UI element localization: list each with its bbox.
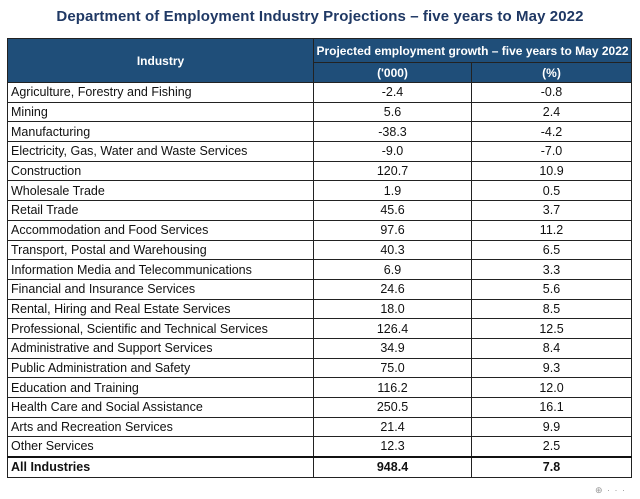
industry-cell: Construction: [7, 160, 314, 182]
industry-cell: Transport, Postal and Warehousing: [7, 239, 314, 261]
growth-thousands-cell: 6.9: [313, 259, 472, 280]
growth-thousands-cell: 75.0: [313, 357, 472, 379]
table-row: Wholesale Trade 1.9 0.5: [7, 180, 632, 202]
growth-thousands-cell: 97.6: [313, 219, 472, 241]
table-row: Accommodation and Food Services 97.6 11.2: [7, 219, 632, 241]
total-row: All Industries 948.4 7.8: [7, 455, 632, 479]
growth-percent-cell: 8.5: [471, 298, 632, 320]
table-body: Agriculture, Forestry and Fishing -2.4 -0.…: [7, 82, 632, 479]
growth-percent-cell: 2.4: [471, 101, 632, 123]
growth-percent-cell: 6.5: [471, 239, 632, 261]
growth-thousands-cell: 34.9: [313, 337, 472, 359]
growth-thousands-cell: 18.0: [313, 298, 472, 320]
industry-cell: Wholesale Trade: [7, 180, 314, 202]
projections-table: Industry Projected employment growth – f…: [7, 38, 632, 479]
growth-percent-cell: 10.9: [471, 160, 632, 182]
growth-thousands-cell: 45.6: [313, 200, 472, 221]
header-unit-percent: (%): [471, 62, 632, 83]
growth-percent-cell: 5.6: [471, 278, 632, 300]
table-row: Other Services 12.3 2.5: [7, 436, 632, 458]
growth-thousands-cell: 5.6: [313, 101, 472, 123]
industry-cell: Public Administration and Safety: [7, 357, 314, 379]
growth-percent-cell: 7.8: [471, 455, 632, 479]
table-row: Agriculture, Forestry and Fishing -2.4 -0.…: [7, 82, 632, 103]
header-industry: Industry: [7, 38, 314, 83]
industry-cell: Information Media and Telecommunications: [7, 259, 314, 280]
header-unit-thousands: ('000): [313, 62, 472, 83]
growth-thousands-cell: -2.4: [313, 82, 472, 103]
growth-percent-cell: -7.0: [471, 141, 632, 162]
growth-thousands-cell: 120.7: [313, 160, 472, 182]
growth-thousands-cell: 21.4: [313, 416, 472, 438]
industry-cell: Rental, Hiring and Real Estate Services: [7, 298, 314, 320]
watermark: ⊕ · · ·: [594, 485, 626, 495]
table-row: Administrative and Support Services 34.9 8…: [7, 337, 632, 359]
growth-thousands-cell: 948.4: [313, 455, 472, 479]
growth-percent-cell: 12.5: [471, 318, 632, 339]
industry-cell: Financial and Insurance Services: [7, 278, 314, 300]
industry-cell: Professional, Scientific and Technical S…: [7, 318, 314, 339]
table-row: Rental, Hiring and Real Estate Services 1…: [7, 298, 632, 320]
growth-percent-cell: 9.9: [471, 416, 632, 438]
growth-percent-cell: 12.0: [471, 377, 632, 398]
table-row: Health Care and Social Assistance 250.5 16…: [7, 397, 632, 418]
page-title: Department of Employment Industry Projec…: [56, 8, 584, 25]
table-row: Mining 5.6 2.4: [7, 101, 632, 123]
growth-percent-cell: 8.4: [471, 337, 632, 359]
industry-cell: All Industries: [7, 455, 314, 479]
table-row: Manufacturing -38.3 -4.2: [7, 121, 632, 143]
growth-thousands-cell: 126.4: [313, 318, 472, 339]
industry-cell: Health Care and Social Assistance: [7, 397, 314, 418]
industry-cell: Agriculture, Forestry and Fishing: [7, 82, 314, 103]
growth-thousands-cell: 12.3: [313, 436, 472, 458]
growth-percent-cell: 11.2: [471, 219, 632, 241]
growth-percent-cell: -4.2: [471, 121, 632, 143]
industry-cell: Manufacturing: [7, 121, 314, 143]
table-row: Public Administration and Safety 75.0 9.3: [7, 357, 632, 379]
industry-cell: Administrative and Support Services: [7, 337, 314, 359]
table-row: Arts and Recreation Services 21.4 9.9: [7, 416, 632, 438]
industry-cell: Arts and Recreation Services: [7, 416, 314, 438]
growth-thousands-cell: 24.6: [313, 278, 472, 300]
growth-percent-cell: 16.1: [471, 397, 632, 418]
industry-cell: Retail Trade: [7, 200, 314, 221]
growth-thousands-cell: -9.0: [313, 141, 472, 162]
industry-cell: Accommodation and Food Services: [7, 219, 314, 241]
industry-cell: Electricity, Gas, Water and Waste Servic…: [7, 141, 314, 162]
table-row: Construction 120.7 10.9: [7, 160, 632, 182]
industry-cell: Other Services: [7, 436, 314, 458]
industry-cell: Mining: [7, 101, 314, 123]
table-row: Education and Training 116.2 12.0: [7, 377, 632, 398]
industry-cell: Education and Training: [7, 377, 314, 398]
growth-thousands-cell: 250.5: [313, 397, 472, 418]
growth-percent-cell: -0.8: [471, 82, 632, 103]
growth-thousands-cell: 40.3: [313, 239, 472, 261]
growth-thousands-cell: 1.9: [313, 180, 472, 202]
table-row: Financial and Insurance Services 24.6 5.6: [7, 278, 632, 300]
growth-thousands-cell: -38.3: [313, 121, 472, 143]
table-row: Professional, Scientific and Technical S…: [7, 318, 632, 339]
table-row: Transport, Postal and Warehousing 40.3 6.5: [7, 239, 632, 261]
table-row: Electricity, Gas, Water and Waste Servic…: [7, 141, 632, 162]
growth-percent-cell: 9.3: [471, 357, 632, 379]
header-growth: Projected employment growth – five years…: [313, 38, 632, 63]
table-row: Information Media and Telecommunications…: [7, 259, 632, 280]
growth-percent-cell: 2.5: [471, 436, 632, 458]
table-row: Retail Trade 45.6 3.7: [7, 200, 632, 221]
growth-percent-cell: 0.5: [471, 180, 632, 202]
growth-percent-cell: 3.3: [471, 259, 632, 280]
growth-percent-cell: 3.7: [471, 200, 632, 221]
growth-thousands-cell: 116.2: [313, 377, 472, 398]
